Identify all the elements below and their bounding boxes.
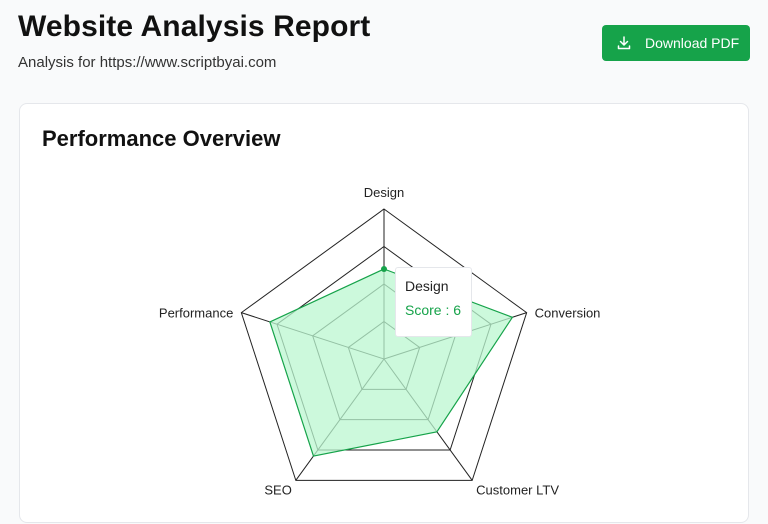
page-title: Website Analysis Report <box>18 10 371 43</box>
axis-label-design: Design <box>364 185 404 200</box>
radar-series-area <box>269 268 514 457</box>
axis-label-performance: Performance <box>159 306 233 321</box>
download-pdf-label: Download PDF <box>645 35 740 51</box>
tooltip-label: Design <box>405 278 449 294</box>
page-header: Website Analysis Report Analysis for htt… <box>0 0 768 100</box>
page-subtitle: Analysis for https://www.scriptbyai.com <box>18 54 277 71</box>
download-icon <box>617 36 631 50</box>
chart-tooltip: Design Score : 6 <box>395 267 472 337</box>
performance-card: Performance Overview Design Conversion Cus… <box>19 103 749 523</box>
card-title: Performance Overview <box>42 126 281 151</box>
download-pdf-button[interactable]: Download PDF <box>602 25 750 61</box>
radar-chart: Design Conversion Customer LTV SEO Performan… <box>159 185 601 497</box>
axis-label-seo: SEO <box>264 482 291 497</box>
tooltip-value: Score : 6 <box>405 302 462 318</box>
axis-label-conversion: Conversion <box>535 306 601 321</box>
axis-label-customer-ltv: Customer LTV <box>476 482 559 497</box>
radar-grid-ring <box>240 208 528 481</box>
radar-point-design <box>381 266 387 272</box>
